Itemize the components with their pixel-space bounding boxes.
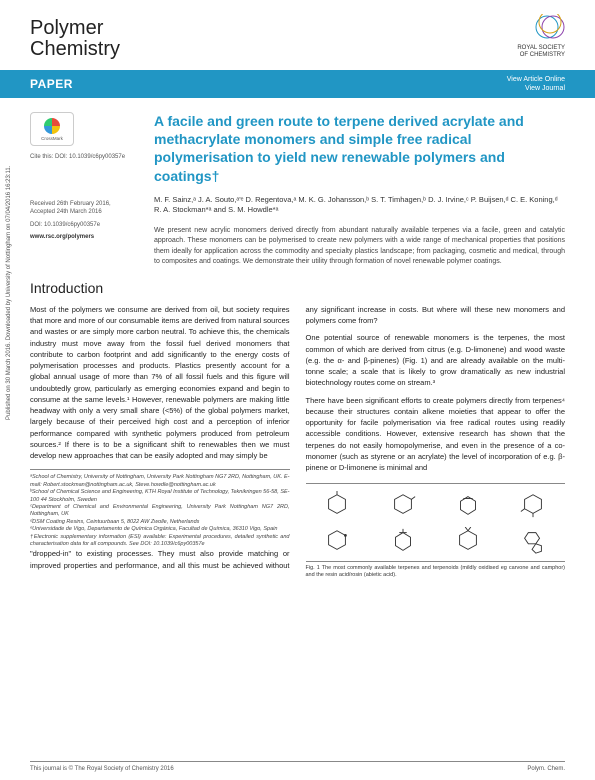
doi: DOI: 10.1039/c6py00357e: [30, 221, 140, 229]
article-meta-column: CrossMark Cite this: DOI: 10.1039/c6py00…: [30, 112, 140, 268]
chem-structure: [306, 488, 369, 522]
body-columns: Most of the polymers we consume are deri…: [30, 304, 565, 580]
figure-1-caption: Fig. 1 The most commonly available terpe…: [306, 561, 566, 579]
page-footer: This journal is © The Royal Society of C…: [30, 761, 565, 772]
crossmark-label: CrossMark: [41, 136, 63, 141]
paper-links: View Article Online View Journal: [507, 75, 565, 93]
chem-structure: [436, 488, 499, 522]
body-para: Most of the polymers we consume are deri…: [30, 304, 290, 462]
page-header: Polymer Chemistry ROYAL SOCIETY OF CHEMI…: [0, 0, 595, 70]
journal-name-1: Polymer: [30, 17, 103, 39]
affil-line: ᵇSchool of Chemical Science and Engineer…: [30, 489, 290, 504]
figure-1: Fig. 1 The most commonly available terpe…: [306, 479, 566, 579]
journal-name-2: Chemistry: [30, 38, 120, 60]
affil-line: †Electronic supplementary information (E…: [30, 534, 290, 549]
body-para: One potential source of renewable monome…: [306, 332, 566, 388]
chem-structure: [371, 488, 434, 522]
paper-type-label: PAPER: [30, 77, 73, 91]
received-date: Received 26th February 2016,: [30, 200, 140, 208]
abstract: We present new acrylic monomers derived …: [154, 226, 565, 268]
journal-title: Polymer Chemistry: [30, 18, 565, 60]
affil-line: ᵉUniversidade de Vigo, Departamento de Q…: [30, 526, 290, 533]
publisher-name-1: ROYAL SOCIETY: [517, 45, 565, 51]
chem-structure: [502, 488, 565, 522]
body-para: There have been significant efforts to c…: [306, 395, 566, 474]
crossmark-icon: [44, 118, 60, 134]
affil-line: ᶜDepartment of Chemical and Environmenta…: [30, 504, 290, 519]
copyright: This journal is © The Royal Society of C…: [30, 766, 174, 772]
article-title: A facile and green route to terpene deri…: [154, 112, 565, 185]
cite-this: Cite this: DOI: 10.1039/c6py00357e: [30, 154, 140, 160]
figure-1-structures: [306, 483, 566, 561]
article-dates: Received 26th February 2016, Accepted 24…: [30, 200, 140, 242]
affil-line: ᵃSchool of Chemistry, University of Nott…: [30, 474, 290, 489]
chem-structure: [371, 524, 434, 558]
publisher-logo: ROYAL SOCIETY OF CHEMISTRY: [495, 14, 565, 54]
download-note: Published on 30 March 2016. Downloaded b…: [6, 166, 12, 420]
section-heading-intro: Introduction: [30, 280, 565, 296]
view-article-link[interactable]: View Article Online: [507, 75, 565, 84]
crossmark-badge[interactable]: CrossMark: [30, 112, 74, 146]
view-journal-link[interactable]: View Journal: [507, 84, 565, 93]
article-title-block: A facile and green route to terpene deri…: [154, 112, 565, 268]
author-list: M. F. Sainz,ᵃ J. A. Souto,ᵃ'ᵉ D. Regento…: [154, 195, 565, 216]
chem-structure: [502, 524, 565, 558]
journal-abbrev: Polym. Chem.: [527, 766, 565, 772]
chem-structure: [306, 524, 369, 558]
affil-line: ᵈDSM Coating Resins, Ceintuurbaan 5, 802…: [30, 519, 290, 526]
article-body: Introduction Most of the polymers we con…: [0, 268, 595, 580]
journal-homepage-link[interactable]: www.rsc.org/polymers: [30, 233, 140, 241]
paper-type-bar: PAPER View Article Online View Journal: [0, 70, 595, 98]
accepted-date: Accepted 24th March 2016: [30, 208, 140, 216]
affiliations: ᵃSchool of Chemistry, University of Nott…: [30, 469, 290, 548]
chem-structure: [436, 524, 499, 558]
publisher-name-2: OF CHEMISTRY: [520, 52, 565, 58]
article-head: CrossMark Cite this: DOI: 10.1039/c6py00…: [0, 98, 595, 268]
